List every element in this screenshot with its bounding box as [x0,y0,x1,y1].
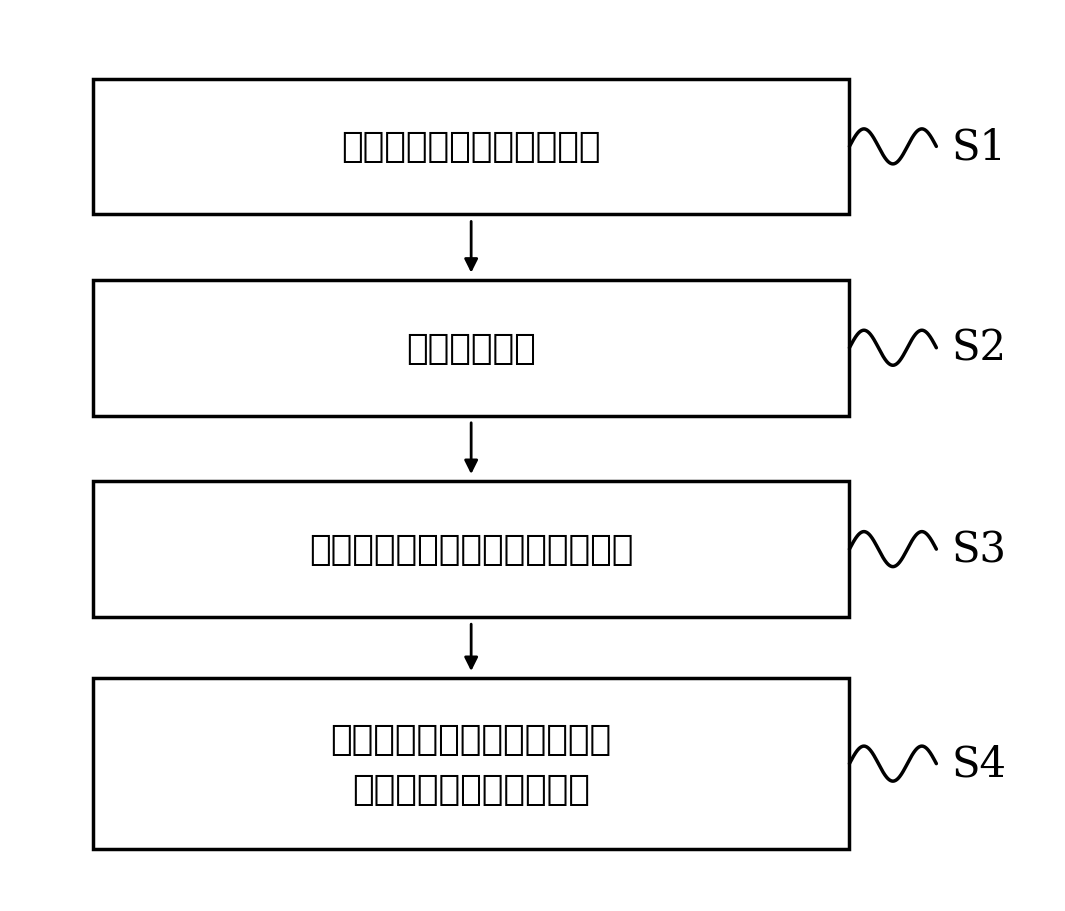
Bar [93,79,850,215]
Bar [93,679,850,849]
Text: 在基板上制备多个叉指电极: 在基板上制备多个叉指电极 [342,130,601,164]
Text: S2: S2 [952,327,1006,369]
Text: 使所述凝胶溶液覆盖所述叉指电极: 使所述凝胶溶液覆盖所述叉指电极 [309,533,634,567]
Text: S1: S1 [952,127,1006,169]
Bar [93,482,850,618]
Text: S4: S4 [952,742,1006,784]
Bar [93,281,850,416]
Text: 制备凝胶溶液: 制备凝胶溶液 [406,332,536,365]
Text: S3: S3 [952,528,1006,570]
Text: 对所述叉指电极施加电压，以
形成所述凝胶微透镜阵列: 对所述叉指电极施加电压，以 形成所述凝胶微透镜阵列 [330,722,611,806]
